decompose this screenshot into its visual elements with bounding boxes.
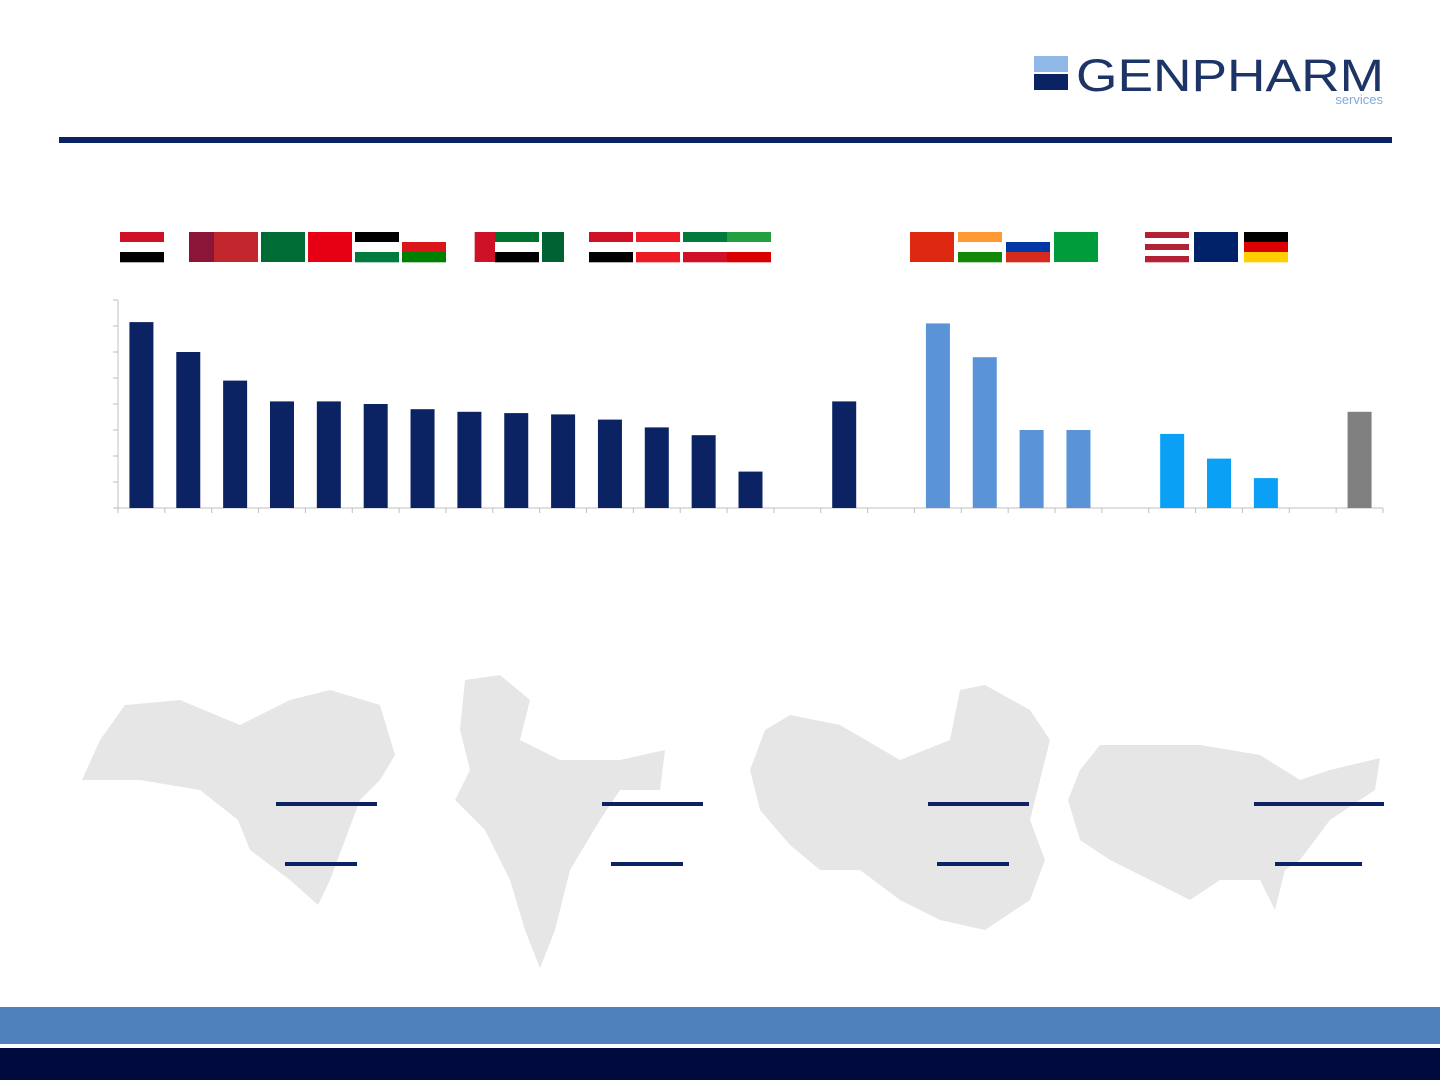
flags — [120, 232, 1288, 263]
flag-stripe — [474, 232, 490, 262]
flag-stripe — [355, 242, 399, 253]
bar-chart — [113, 299, 1384, 513]
flag-stripe — [636, 252, 680, 263]
flag-stripe — [636, 242, 680, 253]
flag-stripe — [589, 232, 633, 243]
flag-stripe — [683, 242, 727, 253]
flag-stripe — [355, 232, 399, 243]
flag-stripe — [178, 232, 190, 262]
flag-stripe — [1006, 252, 1050, 263]
bar — [1347, 411, 1372, 508]
flag-stripe — [589, 252, 633, 263]
header-rule — [59, 137, 1392, 143]
logo-text: GENPHARM — [1076, 50, 1384, 101]
bar — [551, 414, 576, 508]
bar — [644, 427, 669, 508]
flag-stripe — [261, 232, 305, 262]
flag-stripe — [1244, 232, 1288, 243]
bar — [129, 322, 154, 508]
flag-stripe — [727, 232, 771, 243]
flag-stripe — [1244, 242, 1288, 253]
bar — [925, 323, 950, 508]
flag-stripe — [189, 232, 201, 262]
flag-stripe — [308, 232, 352, 262]
bar — [1253, 478, 1278, 508]
flag-stripe — [958, 242, 1002, 253]
bar — [1160, 433, 1185, 508]
flag-stripe — [1145, 244, 1189, 251]
flag-stripe — [910, 232, 954, 262]
bar — [1207, 458, 1232, 508]
flag-stripe — [355, 252, 399, 263]
bar — [1019, 430, 1044, 508]
flag-stripe — [1145, 250, 1189, 257]
flag-stripe — [200, 232, 212, 262]
bar — [504, 413, 529, 508]
flag-stripe — [727, 252, 771, 263]
flag-stripe — [1006, 242, 1050, 253]
flag-stripe — [636, 232, 680, 243]
bar — [269, 401, 294, 508]
map-lines — [276, 802, 1384, 866]
bar — [832, 401, 857, 508]
bar — [316, 401, 341, 508]
logo-mark-bottom — [1034, 74, 1068, 90]
flag-stripe — [402, 232, 446, 243]
logo-subtext: services — [1335, 92, 1383, 107]
flag-stripe — [683, 252, 727, 263]
bar — [176, 352, 201, 508]
flag-stripe — [958, 232, 1002, 243]
bar — [363, 404, 388, 508]
maps — [82, 675, 1380, 968]
map-india — [455, 675, 665, 968]
footer-band-light — [0, 1007, 1440, 1044]
flag-stripe — [402, 252, 446, 263]
flag-stripe — [495, 232, 539, 243]
flag-stripe — [564, 232, 587, 262]
flag-stripe — [1194, 232, 1238, 262]
bar — [972, 357, 997, 508]
flag-stripe — [1006, 232, 1050, 243]
bar — [597, 419, 622, 508]
flag-stripe — [727, 242, 771, 253]
bar — [738, 471, 763, 508]
flag-stripe — [1145, 238, 1189, 245]
flag-stripe — [495, 252, 539, 263]
flag-stripe — [542, 232, 565, 262]
flag-stripe — [495, 242, 539, 253]
bar — [1066, 430, 1091, 508]
bar — [223, 380, 248, 508]
flag-stripe — [120, 232, 164, 243]
flag-stripe — [460, 232, 475, 262]
logo-mark-top — [1034, 56, 1068, 72]
footer-band-dark — [0, 1048, 1440, 1080]
map-china — [750, 685, 1050, 930]
flag-stripe — [402, 242, 446, 253]
flag-stripe — [214, 232, 258, 262]
map-usa — [1068, 745, 1380, 910]
flag-stripe — [120, 242, 164, 253]
map-mena — [82, 690, 395, 905]
flag-stripe — [683, 232, 727, 243]
flag-stripe — [1145, 256, 1189, 263]
bar — [410, 409, 435, 508]
bar — [691, 435, 716, 508]
flag-stripe — [1244, 252, 1288, 263]
flag-stripe — [1054, 232, 1098, 262]
flag-stripe — [1145, 232, 1189, 239]
bar — [457, 411, 482, 508]
flag-stripe — [958, 252, 1002, 263]
flag-stripe — [589, 242, 633, 253]
flag-stripe — [120, 252, 164, 263]
